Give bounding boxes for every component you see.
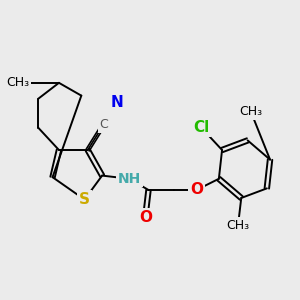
Text: S: S [79,192,90,207]
Text: Cl: Cl [193,120,209,135]
Text: CH₃: CH₃ [239,105,262,118]
Text: N: N [110,94,123,110]
Text: O: O [139,210,152,225]
Text: C: C [99,118,108,131]
Text: O: O [190,182,203,197]
Text: CH₃: CH₃ [6,76,29,89]
Text: NH: NH [118,172,141,186]
Text: CH₃: CH₃ [226,219,250,232]
